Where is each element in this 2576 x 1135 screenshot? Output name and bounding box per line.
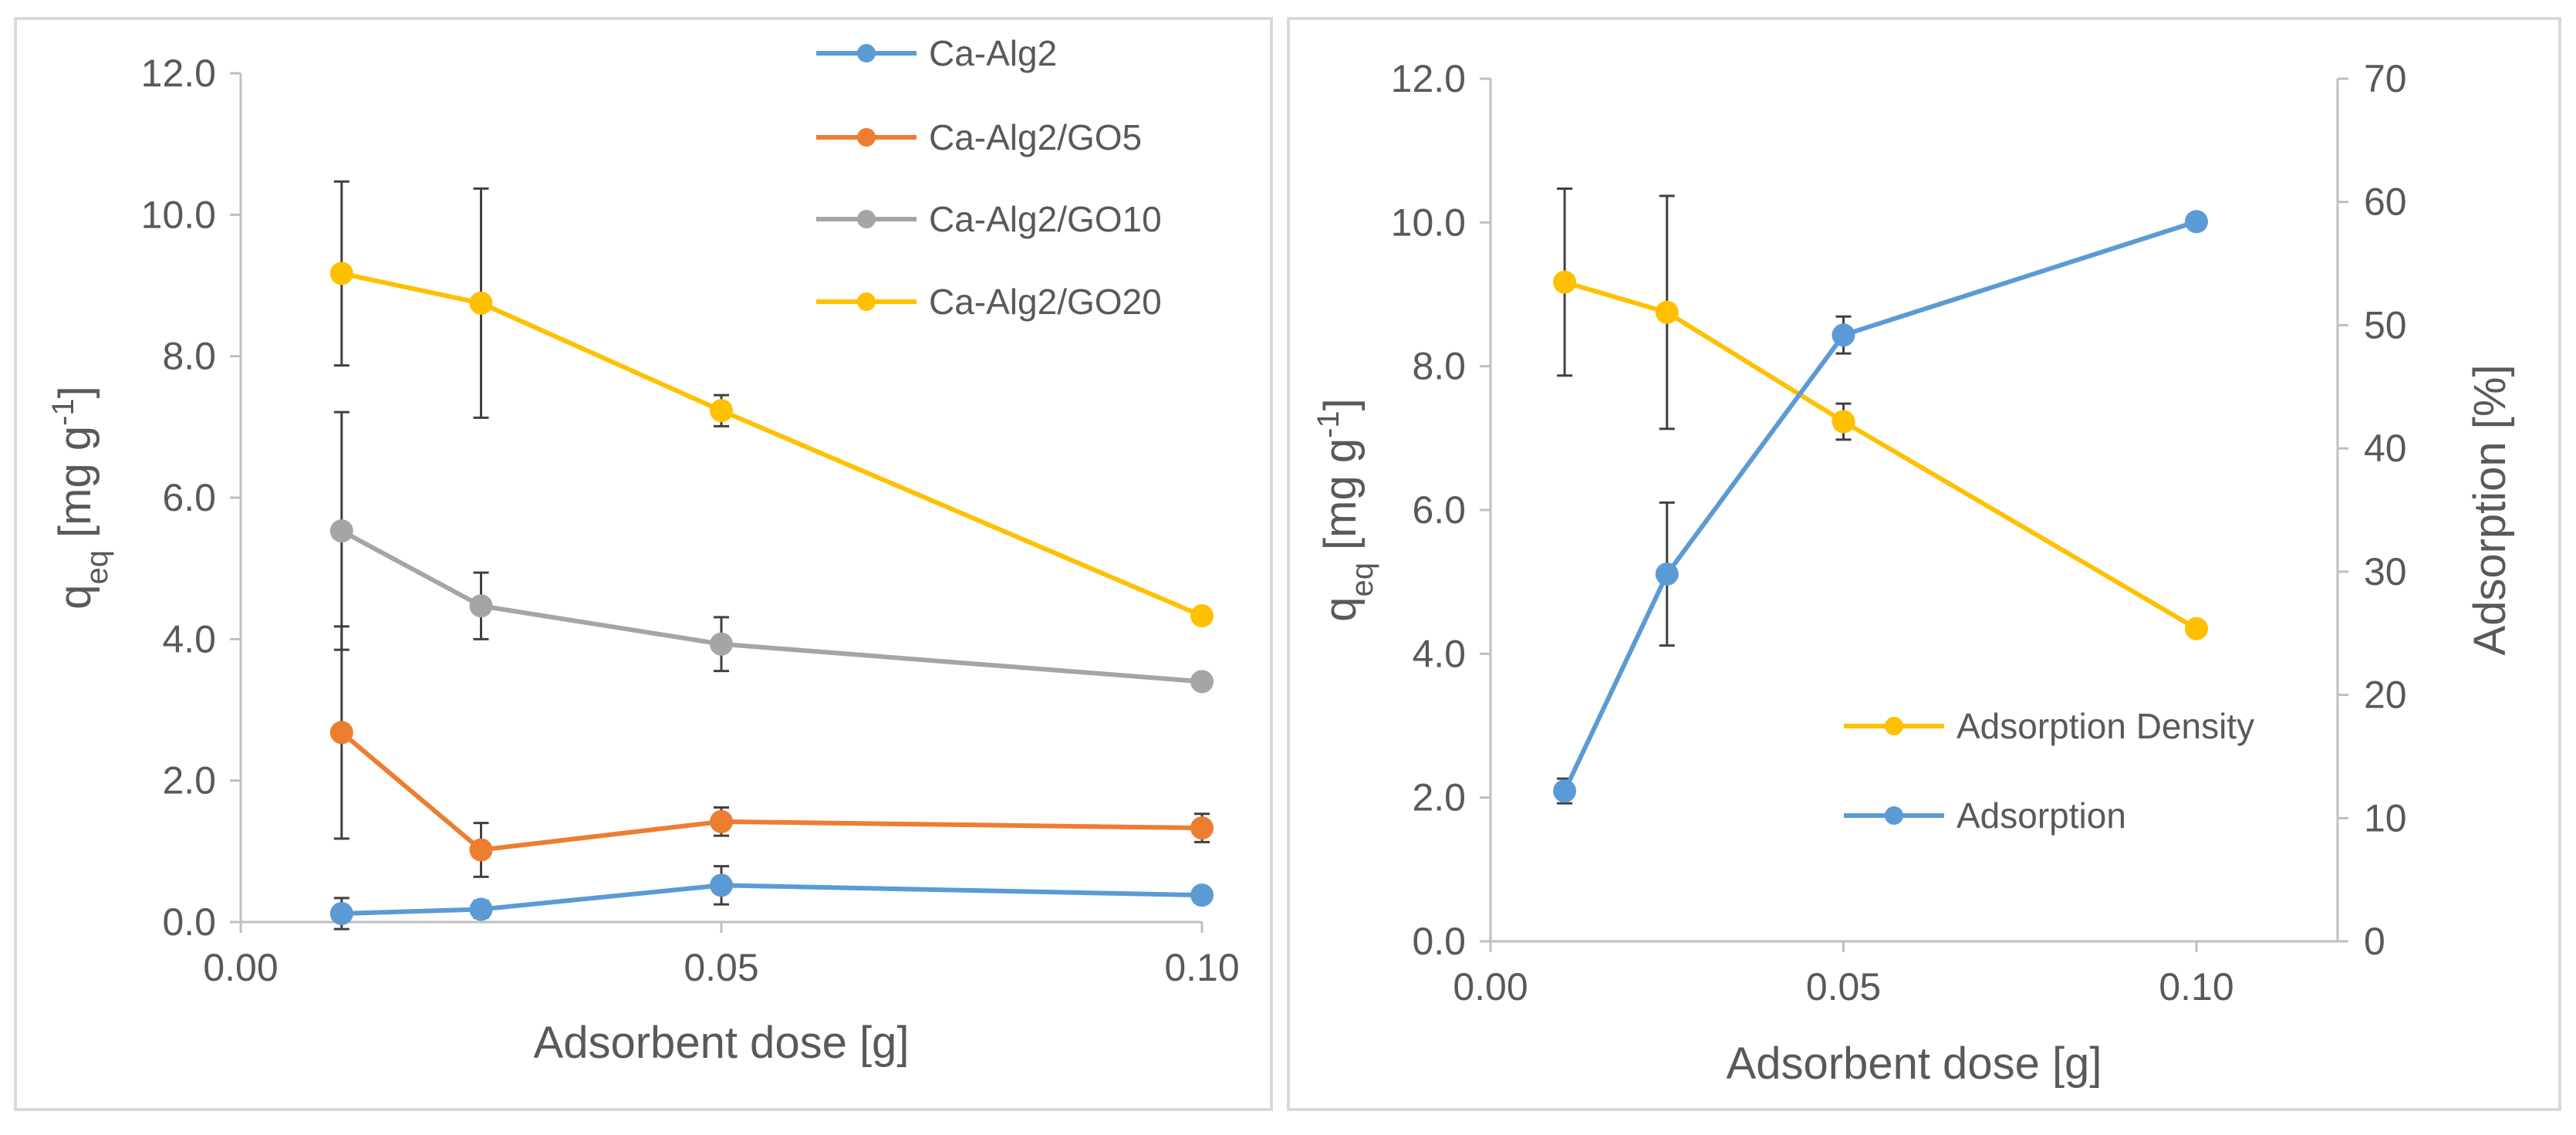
x-tick-label: 0.05 xyxy=(1806,965,1881,1008)
legend-marker xyxy=(1885,806,1903,825)
x-tick-label: 0.05 xyxy=(684,946,758,989)
series-line-adsorption-density xyxy=(1564,279,2198,631)
right-chart-panel: 0.0 2.0 4.0 6.0 8.0 10.0 12.0 0.00 0.05 0.10 0 10 20… xyxy=(1287,17,2561,1111)
data-point-adsorption xyxy=(1832,323,1855,347)
legend-item-adsorption: Adsorption xyxy=(1844,796,2126,836)
data-point-ca-alg2-go20 xyxy=(329,262,353,285)
y-tick-label: 4.0 xyxy=(162,617,216,660)
data-point-ca-alg2-go5 xyxy=(1190,816,1214,840)
y2-tick-label: 40 xyxy=(2364,427,2407,470)
y2-tick-label: 10 xyxy=(2364,796,2407,839)
y-tick-label: 8.0 xyxy=(162,335,216,378)
data-point-adsorption xyxy=(1553,779,1577,803)
data-point-ca-alg2 xyxy=(1190,883,1214,907)
y2-tick-label: 60 xyxy=(2364,181,2407,224)
data-point-ca-alg2-go20 xyxy=(469,291,493,315)
series-line-ca-alg2-go10 xyxy=(340,529,1203,684)
x-axis-label: Adsorbent dose [g] xyxy=(1727,1039,2102,1089)
data-point-ca-alg2-go10 xyxy=(710,632,733,656)
data-point-ca-alg2-go10 xyxy=(1190,670,1214,694)
legend-label: Ca-Alg2/GO5 xyxy=(929,117,1142,157)
series-adsorption xyxy=(1553,210,2208,805)
legend-marker xyxy=(857,44,876,62)
y-tick-label: 2.0 xyxy=(1412,776,1466,819)
series-ca-alg2-go5 xyxy=(329,625,1214,878)
series-line-ca-alg2 xyxy=(341,883,1203,916)
legend-item-ca-alg2-go20: Ca-Alg2/GO20 xyxy=(816,282,1162,322)
y-axis-label: qeq [mg g-1] xyxy=(46,386,114,610)
legend-marker xyxy=(857,292,876,311)
x-tick-label: 0.10 xyxy=(2159,965,2233,1008)
data-point-ca-alg2 xyxy=(710,873,733,897)
x-tick-label: 0.00 xyxy=(203,946,278,989)
series-line-ca-alg2-go5 xyxy=(339,731,1203,853)
legend-label: Adsorption Density xyxy=(1956,706,2254,746)
legend-label: Ca-Alg2 xyxy=(929,33,1057,73)
y-tick-label: 8.0 xyxy=(1412,345,1466,388)
data-point-adsorption-density xyxy=(1553,270,1577,294)
y-tick-label: 12.0 xyxy=(1391,57,1466,100)
legend-label: Adsorption xyxy=(1956,796,2126,836)
y-tick-label: 6.0 xyxy=(1412,488,1466,532)
left-chart-panel: 0.0 2.0 4.0 6.0 8.0 10.0 12.0 0.00 0.05 0.10 Adsor… xyxy=(14,17,1273,1111)
data-point-ca-alg2-go20 xyxy=(710,399,733,423)
y2-tick-label: 20 xyxy=(2364,674,2407,717)
legend-marker xyxy=(1885,717,1903,735)
y-tick-label: 10.0 xyxy=(141,193,216,236)
legend-item-ca-alg2-go5: Ca-Alg2/GO5 xyxy=(816,117,1142,157)
y2-tick-label: 50 xyxy=(2364,303,2407,346)
data-point-ca-alg2-go5 xyxy=(329,721,353,745)
data-point-adsorption-density xyxy=(1655,300,1679,324)
series-ca-alg2-go20 xyxy=(329,180,1214,628)
x-axis-label: Adsorbent dose [g] xyxy=(534,1018,910,1068)
legend-marker xyxy=(857,210,876,228)
series-line-ca-alg2-go20 xyxy=(341,271,1204,618)
legend-label: Ca-Alg2/GO20 xyxy=(929,282,1162,322)
y-axis-label: qeq [mg g-1] xyxy=(1312,398,1379,622)
y-tick-label: 4.0 xyxy=(1412,632,1466,675)
data-point-ca-alg2-go20 xyxy=(1190,604,1214,628)
data-point-adsorption-density xyxy=(2185,616,2208,640)
legend-label: Ca-Alg2/GO10 xyxy=(929,199,1162,239)
data-point-ca-alg2 xyxy=(469,897,493,921)
legend-item-ca-alg2-go10: Ca-Alg2/GO10 xyxy=(816,199,1162,239)
data-point-ca-alg2-go10 xyxy=(329,519,353,543)
y-tick-label: 0.0 xyxy=(162,900,216,944)
y2-tick-label: 70 xyxy=(2364,57,2407,100)
series-ca-alg2 xyxy=(329,865,1214,931)
y-tick-label: 0.0 xyxy=(1412,920,1466,963)
legend-item-adsorption-density: Adsorption Density xyxy=(1844,706,2254,746)
series-adsorption-density xyxy=(1553,187,2208,640)
y-tick-label: 6.0 xyxy=(162,476,216,519)
y2-axis-label: Adsorption [%] xyxy=(2465,364,2515,655)
data-point-ca-alg2 xyxy=(329,902,353,925)
y-tick-label: 10.0 xyxy=(1391,201,1466,244)
y2-tick-label: 0 xyxy=(2364,920,2385,963)
left-chart-svg: 0.0 2.0 4.0 6.0 8.0 10.0 12.0 0.00 0.05 0.10 Adsor… xyxy=(46,33,1240,1068)
data-point-ca-alg2-go5 xyxy=(469,838,493,862)
x-tick-label: 0.00 xyxy=(1453,965,1528,1008)
y-tick-label: 12.0 xyxy=(141,52,216,95)
legend-item-ca-alg2: Ca-Alg2 xyxy=(816,33,1057,73)
data-point-adsorption xyxy=(1655,562,1679,586)
y2-tick-label: 30 xyxy=(2364,550,2407,593)
data-point-ca-alg2-go10 xyxy=(469,594,493,618)
data-point-adsorption-density xyxy=(1832,410,1855,434)
legend-marker xyxy=(857,128,876,147)
y-tick-label: 2.0 xyxy=(162,759,216,802)
series-line-adsorption xyxy=(1562,219,2197,792)
right-chart-svg: 0.0 2.0 4.0 6.0 8.0 10.0 12.0 0.00 0.05 0.10 0 10 20… xyxy=(1312,57,2515,1089)
x-tick-label: 0.10 xyxy=(1164,946,1239,989)
series-ca-alg2-go10 xyxy=(329,410,1214,694)
data-point-ca-alg2-go5 xyxy=(710,809,733,833)
data-point-adsorption xyxy=(2185,210,2208,234)
